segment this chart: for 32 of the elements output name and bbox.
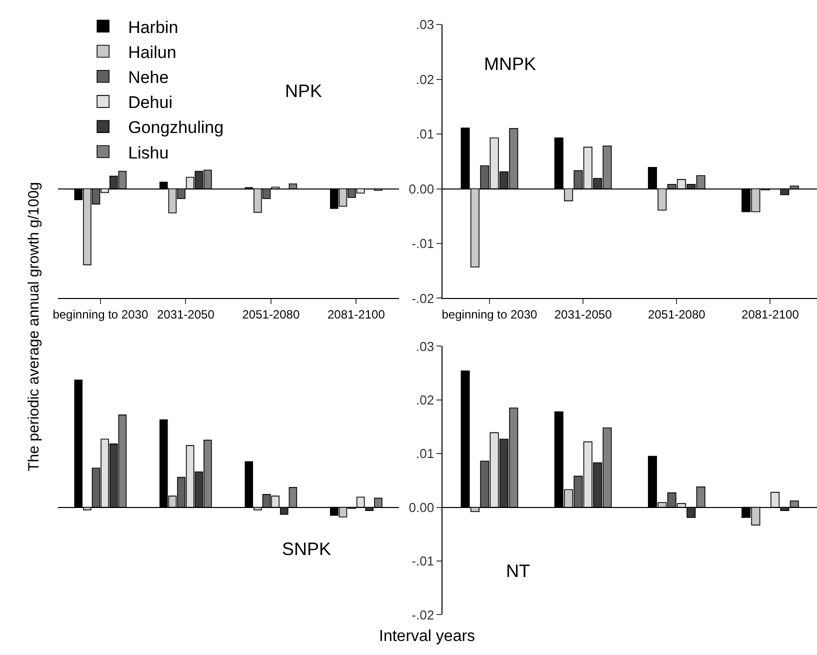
legend-label: Hailun [128, 42, 176, 62]
y-tick-label: .02 [416, 392, 434, 408]
x-tick-label: 2081-2100 [742, 308, 800, 322]
y-tick-label: -.01 [412, 554, 434, 569]
x-tick-label: 2081-2100 [327, 308, 386, 322]
x-tick-label: 2031-2050 [554, 308, 612, 322]
legend-label: Dehui [128, 93, 172, 112]
y-tick-label: 0.00 [408, 181, 434, 196]
x-tick-label: 2051-2080 [242, 308, 300, 322]
y-tick-label: .03 [416, 338, 434, 354]
legend-label: Gongzhuling [128, 118, 224, 138]
y-tick-label: -.02 [412, 290, 434, 306]
y-tick-label: .01 [416, 446, 434, 462]
text: NT [506, 561, 530, 581]
legend-label: Nehe [128, 68, 169, 87]
y-tick-label: -.02 [412, 607, 434, 622]
text: MNPK [484, 54, 536, 74]
x-tick-label: 2051-2080 [648, 308, 706, 322]
y-tick-label: -.01 [412, 236, 434, 252]
y-axis-title: The periodic average annual growth g/100g [25, 182, 42, 472]
legend-label: Lishu [128, 143, 169, 162]
y-tick-label: .01 [416, 126, 434, 142]
y-tick-label: .02 [416, 72, 434, 87]
x-tick-label: beginning to 2030 [52, 308, 148, 322]
x-axis-title: Interval years [379, 628, 476, 645]
x-tick-label: beginning to 2030 [442, 308, 538, 322]
text: NPK [285, 81, 322, 101]
x-tick-label: 2031-2050 [156, 308, 215, 322]
y-tick-label: .03 [416, 17, 434, 32]
y-tick-label: 0.00 [408, 500, 434, 515]
text: SNPK [282, 539, 332, 559]
legend-label: Harbin [128, 18, 178, 37]
